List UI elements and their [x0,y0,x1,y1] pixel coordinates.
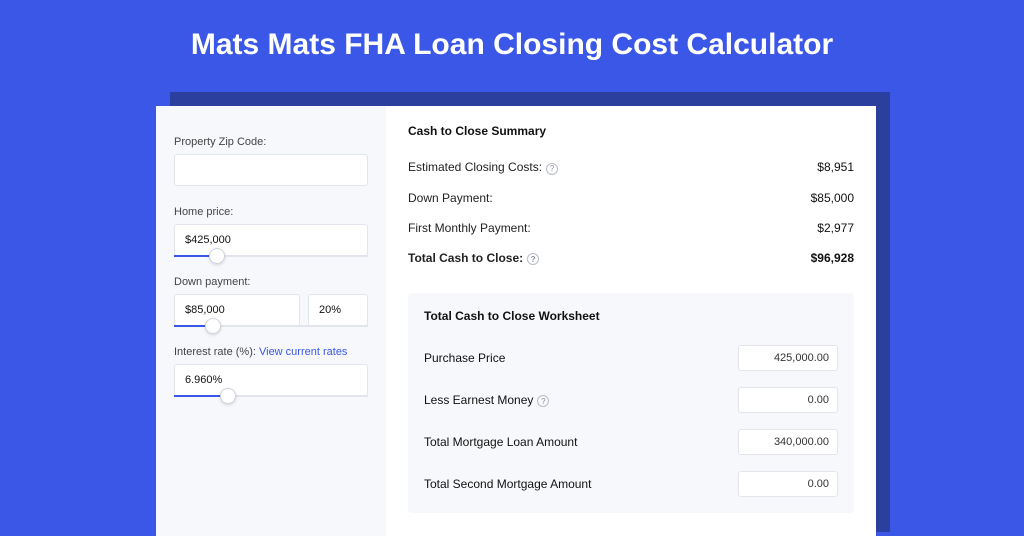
worksheet-panel: Total Cash to Close Worksheet Purchase P… [408,293,854,513]
home-price-input[interactable] [174,224,368,256]
worksheet-rows: Purchase Price Less Earnest Money? Total M… [424,337,838,505]
summary-row-label: Down Payment: [408,191,493,205]
summary-row-value: $85,000 [811,191,854,205]
summary-row: Down Payment: $85,000 [408,183,854,213]
worksheet-row-label: Total Mortgage Loan Amount [424,435,577,449]
worksheet-row-label: Less Earnest Money? [424,393,549,408]
summary-rows: Estimated Closing Costs:? $8,951 Down Paym… [408,152,854,273]
slider-track-rest [228,395,368,397]
worksheet-row-label: Purchase Price [424,351,505,365]
zip-label: Property Zip Code: [174,136,368,148]
worksheet-row-input[interactable] [738,429,838,455]
interest-label-text: Interest rate (%): [174,346,256,358]
zip-input[interactable] [174,154,368,186]
summary-row: Total Cash to Close:? $96,928 [408,243,854,274]
summary-row: Estimated Closing Costs:? $8,951 [408,152,854,183]
interest-group: Interest rate (%): View current rates [174,346,368,396]
summary-title: Cash to Close Summary [408,124,854,138]
slider-thumb[interactable] [205,318,221,334]
slider-thumb[interactable] [209,248,225,264]
help-icon[interactable]: ? [537,395,549,407]
summary-row-label: First Monthly Payment: [408,221,531,235]
help-icon[interactable]: ? [527,253,539,265]
summary-row-value: $2,977 [817,221,854,235]
help-icon[interactable]: ? [546,163,558,175]
slider-thumb[interactable] [220,388,236,404]
down-payment-group: Down payment: [174,276,368,326]
worksheet-row: Total Second Mortgage Amount [424,463,838,505]
summary-row-label: Total Cash to Close:? [408,251,539,266]
slider-track-rest [217,255,368,257]
worksheet-row-input[interactable] [738,345,838,371]
summary-row-value: $96,928 [811,251,854,265]
home-price-label: Home price: [174,206,368,218]
worksheet-row: Purchase Price [424,337,838,379]
interest-input[interactable] [174,364,368,396]
worksheet-row-input[interactable] [738,471,838,497]
worksheet-row: Total Mortgage Loan Amount [424,421,838,463]
input-sidebar: Property Zip Code: Home price: Down paym… [156,106,386,536]
page-title: Mats Mats FHA Loan Closing Cost Calculat… [0,0,1024,86]
worksheet-row-label: Total Second Mortgage Amount [424,477,591,491]
down-payment-input[interactable] [174,294,300,326]
summary-row-value: $8,951 [817,160,854,174]
results-panel: Cash to Close Summary Estimated Closing … [386,106,876,536]
summary-row: First Monthly Payment: $2,977 [408,213,854,243]
current-rates-link[interactable]: View current rates [259,346,347,358]
summary-row-label: Estimated Closing Costs:? [408,160,558,175]
zip-group: Property Zip Code: [174,136,368,186]
down-payment-pct-input[interactable] [308,294,368,326]
divider [408,273,854,287]
home-price-group: Home price: [174,206,368,256]
calculator-card: Property Zip Code: Home price: Down paym… [156,106,876,536]
worksheet-title: Total Cash to Close Worksheet [424,309,838,323]
slider-track-rest [213,325,368,327]
down-payment-label: Down payment: [174,276,368,288]
interest-label: Interest rate (%): View current rates [174,346,368,358]
worksheet-row-input[interactable] [738,387,838,413]
worksheet-row: Less Earnest Money? [424,379,838,421]
